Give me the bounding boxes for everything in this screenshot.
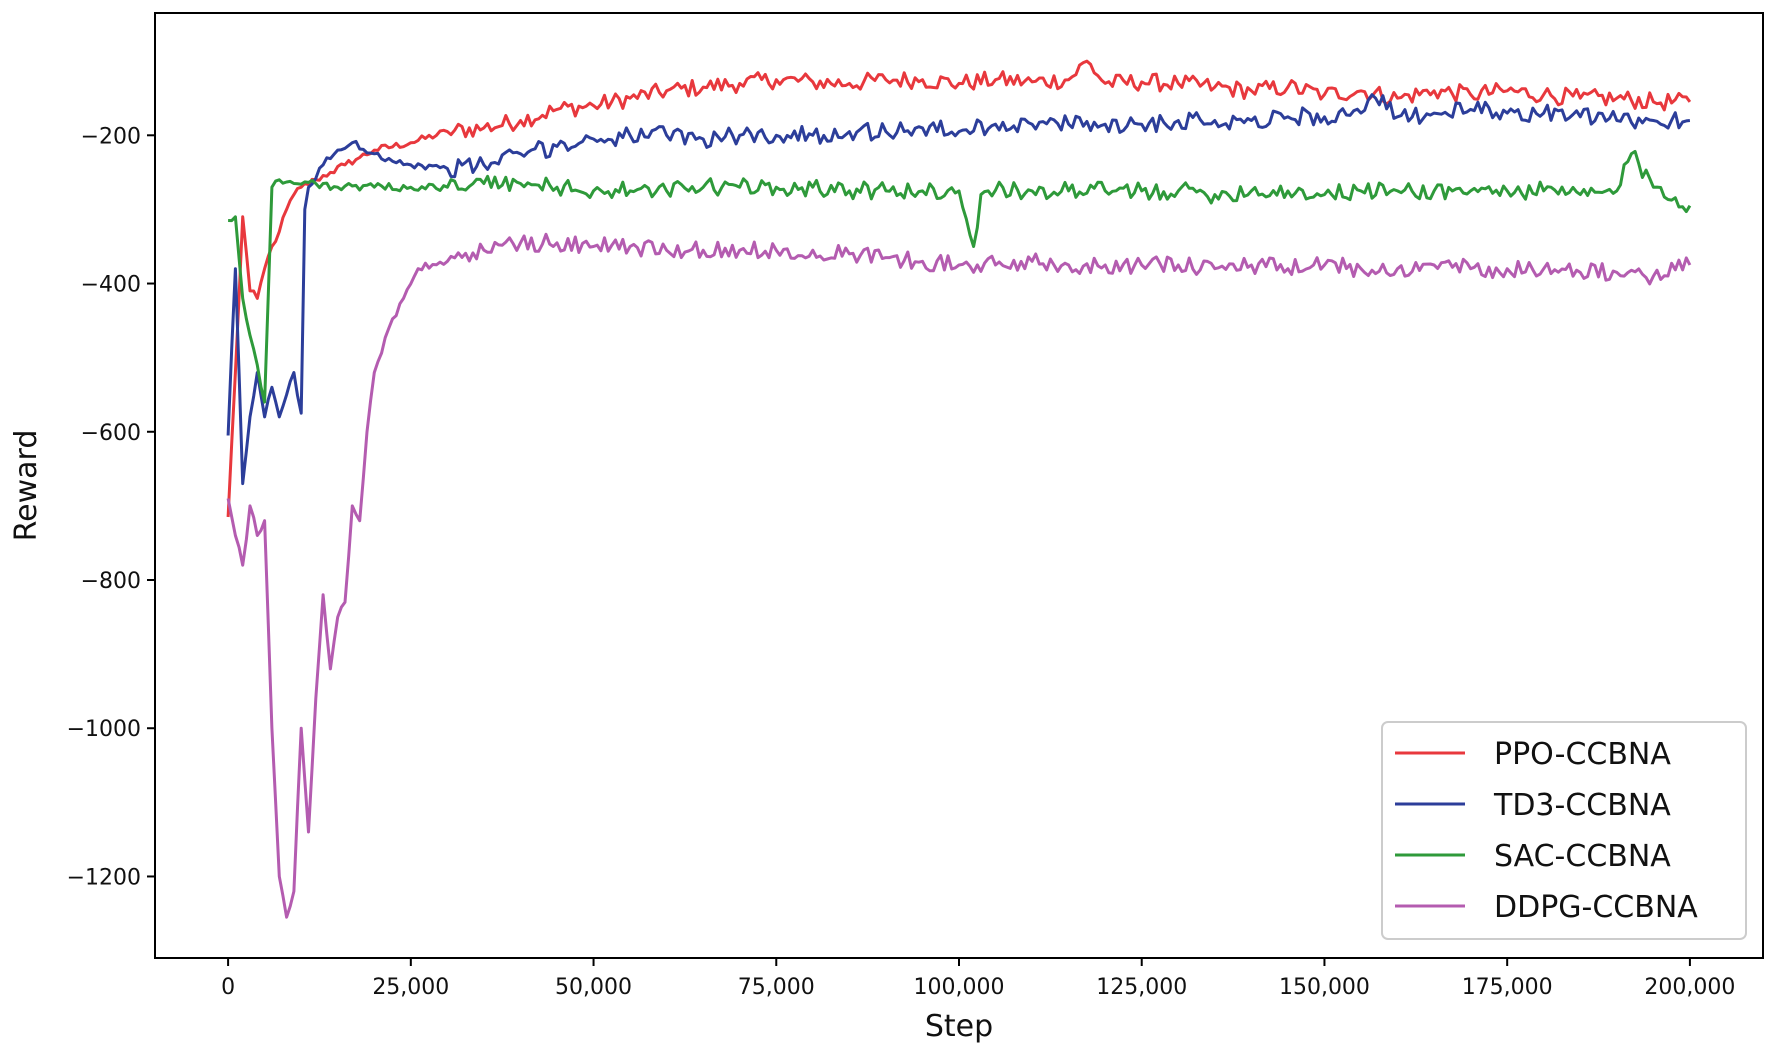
x-tick-label: 175,000 — [1462, 975, 1553, 1000]
y-tick-label: −1200 — [67, 865, 141, 890]
y-tick-label: −1000 — [67, 717, 141, 742]
series-line-ddpg-ccbna — [226, 232, 1692, 919]
y-tick-label: −400 — [81, 273, 141, 298]
x-tick-label: 150,000 — [1279, 975, 1370, 1000]
series-line-ppo-ccbna — [226, 59, 1692, 518]
x-tick-label: 50,000 — [555, 975, 632, 1000]
axis-ticks: 0 25,000 50,000 75,000 100,000 125,000 150,000… — [67, 124, 1736, 1000]
legend-label: SAC-CCBNA — [1494, 839, 1671, 874]
x-tick-label: 25,000 — [372, 975, 449, 1000]
series-line-td3-ccbna — [226, 93, 1691, 486]
legend-label: TD3-CCBNA — [1493, 788, 1671, 823]
y-tick-label: −200 — [81, 124, 141, 149]
legend-label: PPO-CCBNA — [1494, 737, 1671, 772]
y-tick-label: −800 — [81, 569, 141, 594]
x-tick-label: 200,000 — [1644, 975, 1735, 1000]
x-tick-label: 0 — [221, 975, 235, 1000]
legend-label: DDPG-CCBNA — [1494, 890, 1698, 925]
y-axis-label: Reward — [9, 430, 44, 542]
x-axis-label: Step — [925, 1009, 993, 1044]
series-line-sac-ccbna — [228, 149, 1692, 404]
x-tick-label: 75,000 — [738, 975, 815, 1000]
x-tick-label: 100,000 — [914, 975, 1005, 1000]
legend: PPO-CCBNA TD3-CCBNA SAC-CCBNA DDPG-CCBNA — [1381, 721, 1747, 940]
y-tick-label: −600 — [81, 421, 141, 446]
x-tick-label: 125,000 — [1096, 975, 1187, 1000]
series-lines — [226, 59, 1692, 919]
legend-box — [1381, 721, 1747, 940]
